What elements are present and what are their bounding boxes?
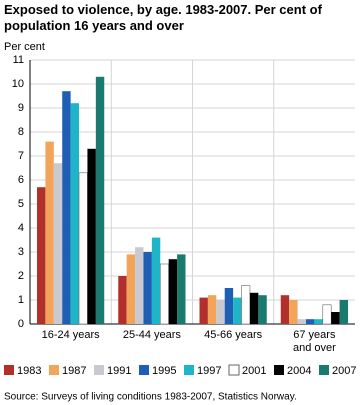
bar — [331, 312, 340, 324]
bar — [135, 247, 144, 324]
bar — [280, 295, 290, 324]
legend-swatch — [139, 365, 149, 375]
bar — [168, 259, 178, 324]
y-tick-label: 1 — [18, 294, 24, 306]
legend-label: 1995 — [152, 365, 176, 377]
bar — [297, 319, 306, 324]
y-tick-label: 2 — [18, 270, 24, 282]
legend-label: 2004 — [287, 365, 311, 377]
legend-label: 1987 — [62, 365, 86, 377]
legend-label: 1991 — [107, 365, 131, 377]
bar — [53, 163, 63, 324]
bar — [126, 254, 136, 324]
bar — [258, 295, 267, 324]
bar — [87, 148, 96, 324]
bar — [249, 292, 259, 324]
legend-swatch — [184, 365, 194, 375]
legend-swatch — [4, 365, 14, 375]
chart-title: Exposed to violence, by age. 1983-2007. … — [4, 2, 322, 33]
y-tick-label: 9 — [18, 102, 24, 114]
bar — [177, 254, 186, 324]
x-tick-label: 67 years and over — [292, 329, 336, 354]
bar — [216, 300, 225, 324]
y-tick-label: 7 — [18, 150, 24, 162]
bar — [118, 276, 127, 324]
legend-label: 2007 — [332, 365, 356, 377]
bar — [95, 76, 105, 324]
y-tick-label: 4 — [18, 222, 24, 234]
bar — [159, 263, 169, 325]
x-tick-label: 25-44 years — [122, 329, 181, 341]
bar — [289, 300, 298, 324]
y-tick-label: 5 — [18, 198, 24, 210]
bar — [151, 237, 161, 324]
x-tick-label: 16-24 years — [41, 329, 100, 341]
bar — [314, 319, 323, 324]
legend-label: 1983 — [17, 365, 41, 377]
bar — [199, 297, 208, 324]
bar — [241, 285, 251, 325]
y-tick-label: 0 — [18, 318, 24, 330]
source: Source: Surveys of living conditions 198… — [4, 392, 297, 403]
bar — [339, 300, 348, 324]
y-tick-label: 11 — [13, 54, 24, 66]
legend-swatch — [49, 365, 59, 375]
y-tick-label: 10 — [12, 78, 24, 90]
legend-swatch — [274, 365, 284, 375]
legend-label: 2001 — [242, 365, 266, 377]
legend-label: 1997 — [197, 365, 221, 377]
bar — [207, 295, 217, 324]
bar — [70, 103, 80, 324]
y-tick-label: 6 — [18, 174, 24, 186]
x-tick-label: 45-66 years — [204, 329, 263, 341]
bar — [45, 141, 54, 324]
y-axis-label: Per cent — [4, 41, 45, 53]
bar — [224, 288, 234, 324]
bar — [322, 304, 332, 325]
bar — [62, 91, 71, 324]
bar — [78, 172, 88, 325]
legend-swatch — [94, 365, 104, 375]
bar — [305, 319, 315, 324]
y-tick-label: 8 — [18, 126, 24, 138]
bar — [37, 187, 46, 324]
bar — [143, 252, 152, 324]
y-tick-label: 3 — [18, 246, 24, 258]
legend-swatch — [319, 365, 329, 375]
legend-swatch — [228, 364, 240, 376]
bar — [233, 297, 242, 324]
